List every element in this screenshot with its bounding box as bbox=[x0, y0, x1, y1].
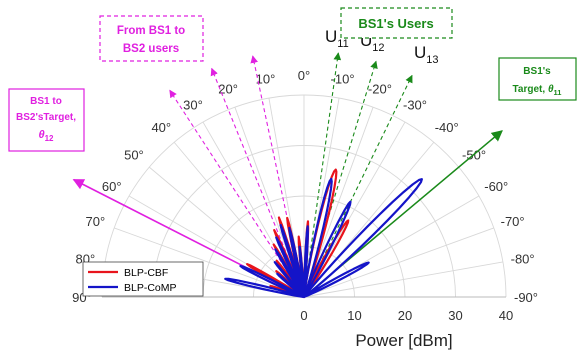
radial-tick-label: 20 bbox=[398, 308, 412, 323]
radial-tick-label: 40 bbox=[499, 308, 513, 323]
radial-tick-label: 10 bbox=[347, 308, 361, 323]
angle-tick-label: 70° bbox=[86, 214, 106, 229]
x-axis-label: Power [dBm] bbox=[355, 331, 452, 350]
angle-tick-label: 30° bbox=[183, 98, 203, 113]
angle-tick-label: -40° bbox=[435, 120, 459, 135]
annotation-bs1-to-bs2-target: BS1 to BS2'sTarget, θ12 bbox=[8, 88, 85, 152]
angle-tick-label: -60° bbox=[484, 179, 508, 194]
pattern-curves bbox=[224, 168, 423, 299]
annotation-bs1-target: BS1's Target, θ11 bbox=[498, 57, 577, 101]
radial-tick-labels: 0 10 20 30 40 bbox=[300, 308, 513, 323]
angle-tick-label: 20° bbox=[218, 81, 238, 96]
angle-tick-label: 40° bbox=[151, 120, 171, 135]
user-label-u11: U11 bbox=[325, 27, 349, 50]
series-blp-comp bbox=[224, 177, 423, 299]
grid-spoke bbox=[303, 227, 494, 298]
angle-tick-label: -30° bbox=[403, 98, 427, 113]
radial-tick-label: 30 bbox=[448, 308, 462, 323]
svg-text:θ12: θ12 bbox=[38, 129, 54, 143]
legend-box bbox=[82, 261, 204, 297]
angle-tick-labels: 90°80°70°60°50°40°30°20°10° 0° -10°-20°-30… bbox=[72, 68, 538, 305]
svg-text:BS2'sTarget,: BS2'sTarget, bbox=[16, 112, 76, 123]
legend: BLP-CBF BLP-CoMP bbox=[82, 261, 204, 297]
annotation-bs1-users: BS1's Users bbox=[340, 7, 453, 39]
svg-text:Target, θ11: Target, θ11 bbox=[513, 84, 562, 97]
angle-tick-label: -70° bbox=[501, 214, 525, 229]
legend-label-comp: BLP-CoMP bbox=[124, 282, 177, 294]
svg-text:From BS1 to: From BS1 to bbox=[117, 25, 185, 37]
angle-tick-label: 60° bbox=[102, 179, 122, 194]
angle-tick-label: 0° bbox=[298, 68, 310, 83]
annotation-bs1-to-bs2-users: From BS1 to BS2 users bbox=[99, 15, 204, 62]
user-label-u13: U13 bbox=[414, 43, 439, 66]
radial-tick-label: 0 bbox=[300, 308, 307, 323]
angle-tick-label: 10° bbox=[256, 71, 276, 86]
bs1-users-ray bbox=[303, 52, 342, 298]
bs2-users-ray bbox=[169, 89, 305, 298]
angle-tick-label: -80° bbox=[511, 251, 535, 266]
bs2-users-ray bbox=[210, 67, 305, 298]
bs1-users-ray bbox=[303, 60, 378, 298]
svg-text:BS1 to: BS1 to bbox=[30, 96, 62, 107]
bs2-users-ray bbox=[250, 55, 305, 298]
angle-tick-label: -90° bbox=[514, 290, 538, 305]
angle-tick-label: -20° bbox=[368, 81, 392, 96]
angle-tick-label: 50° bbox=[124, 147, 144, 162]
grid-spoke bbox=[303, 261, 504, 298]
bs1-users-ray bbox=[303, 74, 413, 298]
angle-tick-label: -10° bbox=[331, 71, 355, 86]
svg-text:BS1's: BS1's bbox=[523, 66, 551, 77]
svg-text:BS2 users: BS2 users bbox=[123, 43, 179, 55]
svg-text:BS1's Users: BS1's Users bbox=[358, 16, 433, 31]
legend-label-cbf: BLP-CBF bbox=[124, 267, 168, 279]
